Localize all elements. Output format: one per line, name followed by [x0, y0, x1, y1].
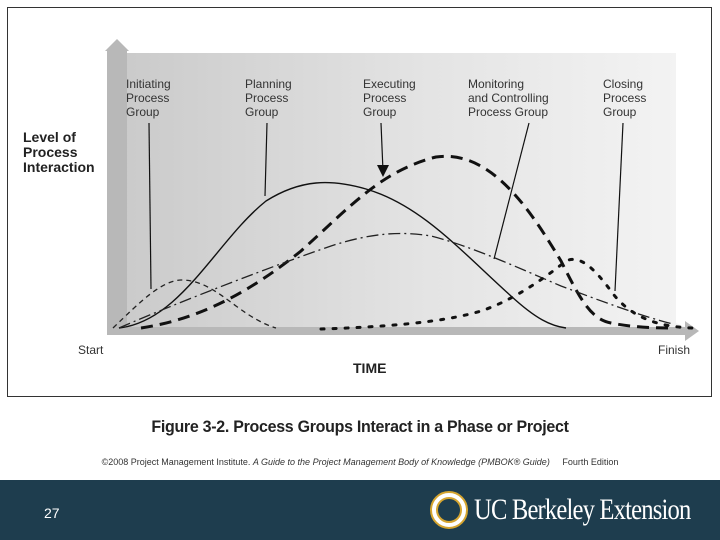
- svg-text:Level of: Level of: [23, 129, 76, 145]
- figure-caption: Figure 3-2. Process Groups Interact in a…: [151, 417, 569, 436]
- initiating-label: Initiating Process Group: [126, 77, 171, 119]
- planning-pointer: [264, 122, 268, 197]
- svg-text:Process: Process: [603, 91, 646, 105]
- x-end-label: Finish: [658, 343, 690, 357]
- x-axis-label: TIME: [353, 360, 386, 376]
- executing-label: Executing Process Group: [363, 77, 416, 119]
- closing-label: Closing Process Group: [603, 77, 646, 119]
- x-axis-arrowhead: [685, 321, 699, 341]
- monitoring-curve: [118, 232, 674, 329]
- monitoring-label: Monitoring and Controlling Process Group: [468, 77, 549, 119]
- svg-text:Initiating: Initiating: [126, 77, 171, 91]
- svg-text:Planning: Planning: [245, 77, 292, 91]
- svg-text:Process: Process: [23, 144, 78, 160]
- svg-text:Process: Process: [245, 91, 288, 105]
- svg-text:Process: Process: [363, 91, 406, 105]
- copyright-prefix: ©2008 Project Management Institute.: [101, 457, 251, 467]
- logo-text: UC Berkeley Extension: [474, 493, 691, 526]
- closing-curve: [319, 258, 695, 331]
- copyright-book-title: A Guide to the Project Management Body o…: [252, 457, 550, 467]
- executing-pointer: [380, 122, 384, 172]
- y-axis-label: Level of Process Interaction: [23, 129, 95, 175]
- svg-text:Monitoring: Monitoring: [468, 77, 524, 91]
- process-interaction-diagram: Initiating Process Group Planning Proces…: [23, 39, 699, 376]
- executing-pointer-arrowhead: [377, 165, 389, 177]
- svg-text:Interaction: Interaction: [23, 159, 95, 175]
- svg-text:Closing: Closing: [603, 77, 643, 91]
- svg-text:Process Group: Process Group: [468, 105, 548, 119]
- slide-number: 27: [44, 505, 60, 521]
- figure-frame: Initiating Process Group Planning Proces…: [7, 7, 712, 397]
- monitoring-pointer: [493, 122, 530, 260]
- svg-text:and Controlling: and Controlling: [468, 91, 549, 105]
- svg-text:Executing: Executing: [363, 77, 416, 91]
- uc-berkeley-extension-logo: UC Berkeley Extension: [430, 488, 720, 532]
- planning-label: Planning Process Group: [245, 77, 292, 119]
- executing-curve: [140, 154, 672, 330]
- svg-text:Process: Process: [126, 91, 169, 105]
- svg-text:Group: Group: [126, 105, 160, 119]
- y-axis: [107, 49, 127, 331]
- x-start-label: Start: [78, 343, 104, 357]
- closing-pointer: [614, 122, 624, 292]
- y-axis-arrowhead: [105, 39, 129, 51]
- svg-text:Group: Group: [363, 105, 397, 119]
- university-seal-icon: [430, 491, 468, 529]
- plot-area: [107, 43, 694, 331]
- copyright-edition: Fourth Edition: [562, 457, 619, 467]
- svg-text:Group: Group: [245, 105, 279, 119]
- svg-text:Group: Group: [603, 105, 637, 119]
- footer-bar: [0, 480, 720, 540]
- planning-curve: [118, 181, 567, 329]
- copyright-line: ©2008 Project Management Institute. A Gu…: [0, 457, 720, 467]
- x-axis: [107, 327, 687, 335]
- initiating-pointer: [148, 122, 152, 290]
